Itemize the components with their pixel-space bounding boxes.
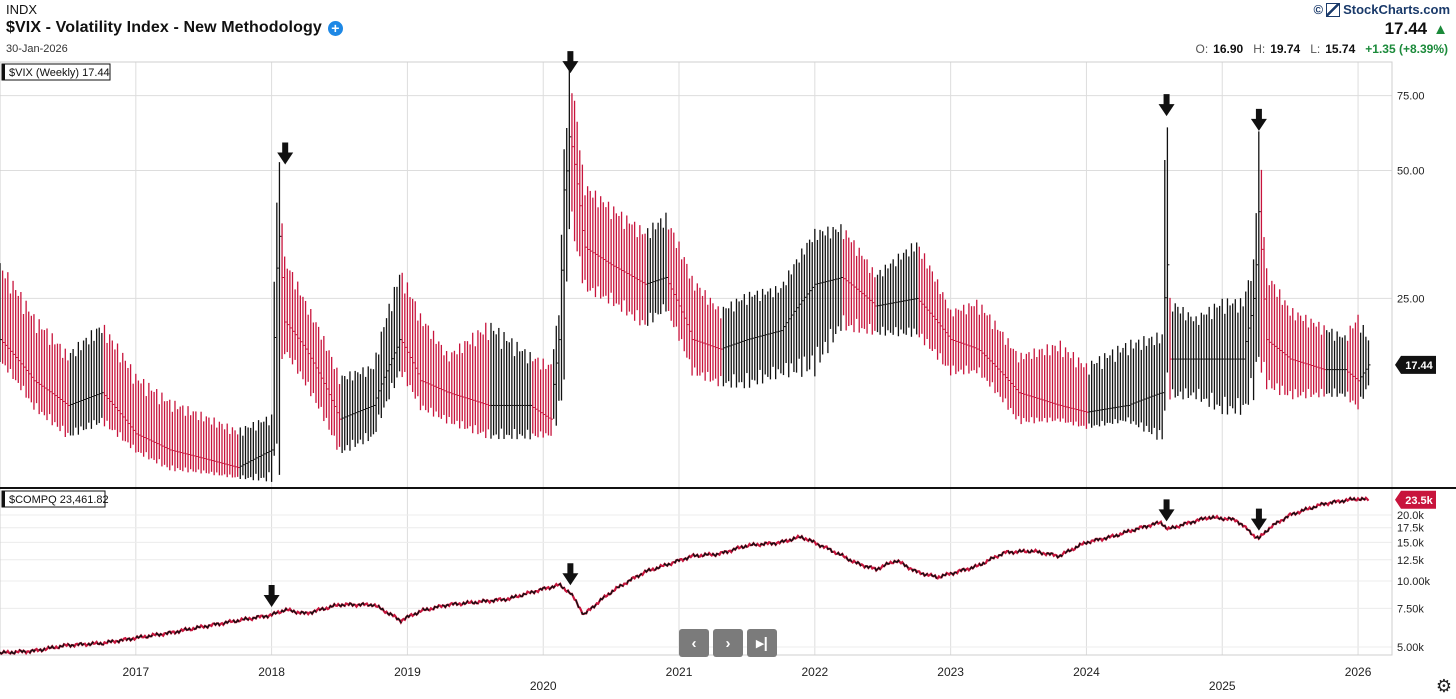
y-tick-label: 12.5k: [1397, 555, 1424, 567]
y-tick-label: 50.00: [1397, 165, 1425, 177]
scroll-to-end-button[interactable]: ▸|: [747, 629, 777, 657]
down-arrow-icon: [562, 563, 579, 586]
x-tick-label: 2026: [1345, 665, 1372, 679]
y-tick-label: 75.00: [1397, 91, 1425, 103]
high-label: H:: [1253, 42, 1266, 56]
vix-last-badge-shape: [1395, 355, 1436, 374]
chart-title: $VIX - Volatility Index - New Methodolog…: [6, 19, 343, 37]
open-label: O:: [1195, 42, 1209, 56]
vix-legend: $VIX (Weekly) 17.44: [9, 67, 110, 79]
last-price: 17.44 ▲: [1385, 19, 1448, 39]
down-arrow-icon: [1250, 508, 1267, 531]
x-tick-label: 2018: [258, 665, 285, 679]
compq-line: [0, 496, 1370, 655]
low-value: 15.74: [1325, 42, 1356, 56]
compq-legend-swatch: [2, 491, 5, 507]
down-arrow-icon: [1158, 499, 1175, 522]
open-value: 16.90: [1213, 42, 1244, 56]
x-tick-label: 2025: [1209, 679, 1236, 693]
brand-name: StockCharts.com: [1343, 2, 1450, 17]
x-tick-label: 2017: [122, 665, 149, 679]
scroll-forward-button[interactable]: ›: [713, 629, 743, 657]
chart-date: 30-Jan-2026: [6, 43, 68, 55]
compq-last-badge: 23.5k: [1405, 495, 1433, 507]
y-tick-label: 25.00: [1397, 293, 1425, 305]
down-arrow-icon: [1158, 94, 1175, 117]
x-tick-label: 2019: [394, 665, 421, 679]
change-value: +1.35 (+8.39%): [1365, 42, 1448, 56]
down-arrow-icon: [263, 585, 280, 608]
x-tick-label: 2020: [530, 679, 557, 693]
stockcharts-logo-icon: [1326, 2, 1341, 17]
brand-logo[interactable]: © StockCharts.com: [1313, 2, 1450, 17]
low-label: L:: [1310, 42, 1321, 56]
copyright-symbol: ©: [1313, 2, 1324, 17]
down-arrow-icon: [277, 142, 294, 165]
down-arrow-icon: [562, 51, 579, 74]
compq-last-badge-shape: [1395, 490, 1436, 509]
y-tick-label: 17.5k: [1397, 523, 1424, 535]
high-value: 19.74: [1270, 42, 1301, 56]
ohlc-readout: O: 16.90 H: 19.74 L: 15.74 +1.35 (+8.39%): [1195, 42, 1448, 56]
y-tick-label: 10.00k: [1397, 576, 1431, 588]
y-tick-label: 15.0k: [1397, 537, 1424, 549]
last-price-value: 17.44: [1384, 19, 1428, 38]
compq-legend: $COMPQ 23,461.82: [9, 494, 109, 506]
y-tick-label: 5.00k: [1397, 642, 1424, 654]
x-tick-label: 2022: [801, 665, 828, 679]
scroll-back-button[interactable]: ‹: [679, 629, 709, 657]
chart-title-text: $VIX - Volatility Index - New Methodolog…: [6, 19, 322, 36]
up-arrow-icon: ▲: [1433, 20, 1448, 38]
y-tick-label: 20.0k: [1397, 510, 1424, 522]
gear-icon[interactable]: ⚙: [1435, 676, 1452, 696]
vix-legend-swatch: [2, 64, 5, 80]
plus-circle-icon[interactable]: +: [327, 20, 343, 36]
x-tick-label: 2023: [937, 665, 964, 679]
vix-last-badge: 17.44: [1405, 360, 1433, 372]
exchange-label: INDX: [6, 2, 38, 17]
y-tick-label: 7.50k: [1397, 603, 1424, 615]
x-tick-label: 2024: [1073, 665, 1100, 679]
down-arrow-icon: [1250, 108, 1267, 131]
x-tick-label: 2021: [666, 665, 693, 679]
